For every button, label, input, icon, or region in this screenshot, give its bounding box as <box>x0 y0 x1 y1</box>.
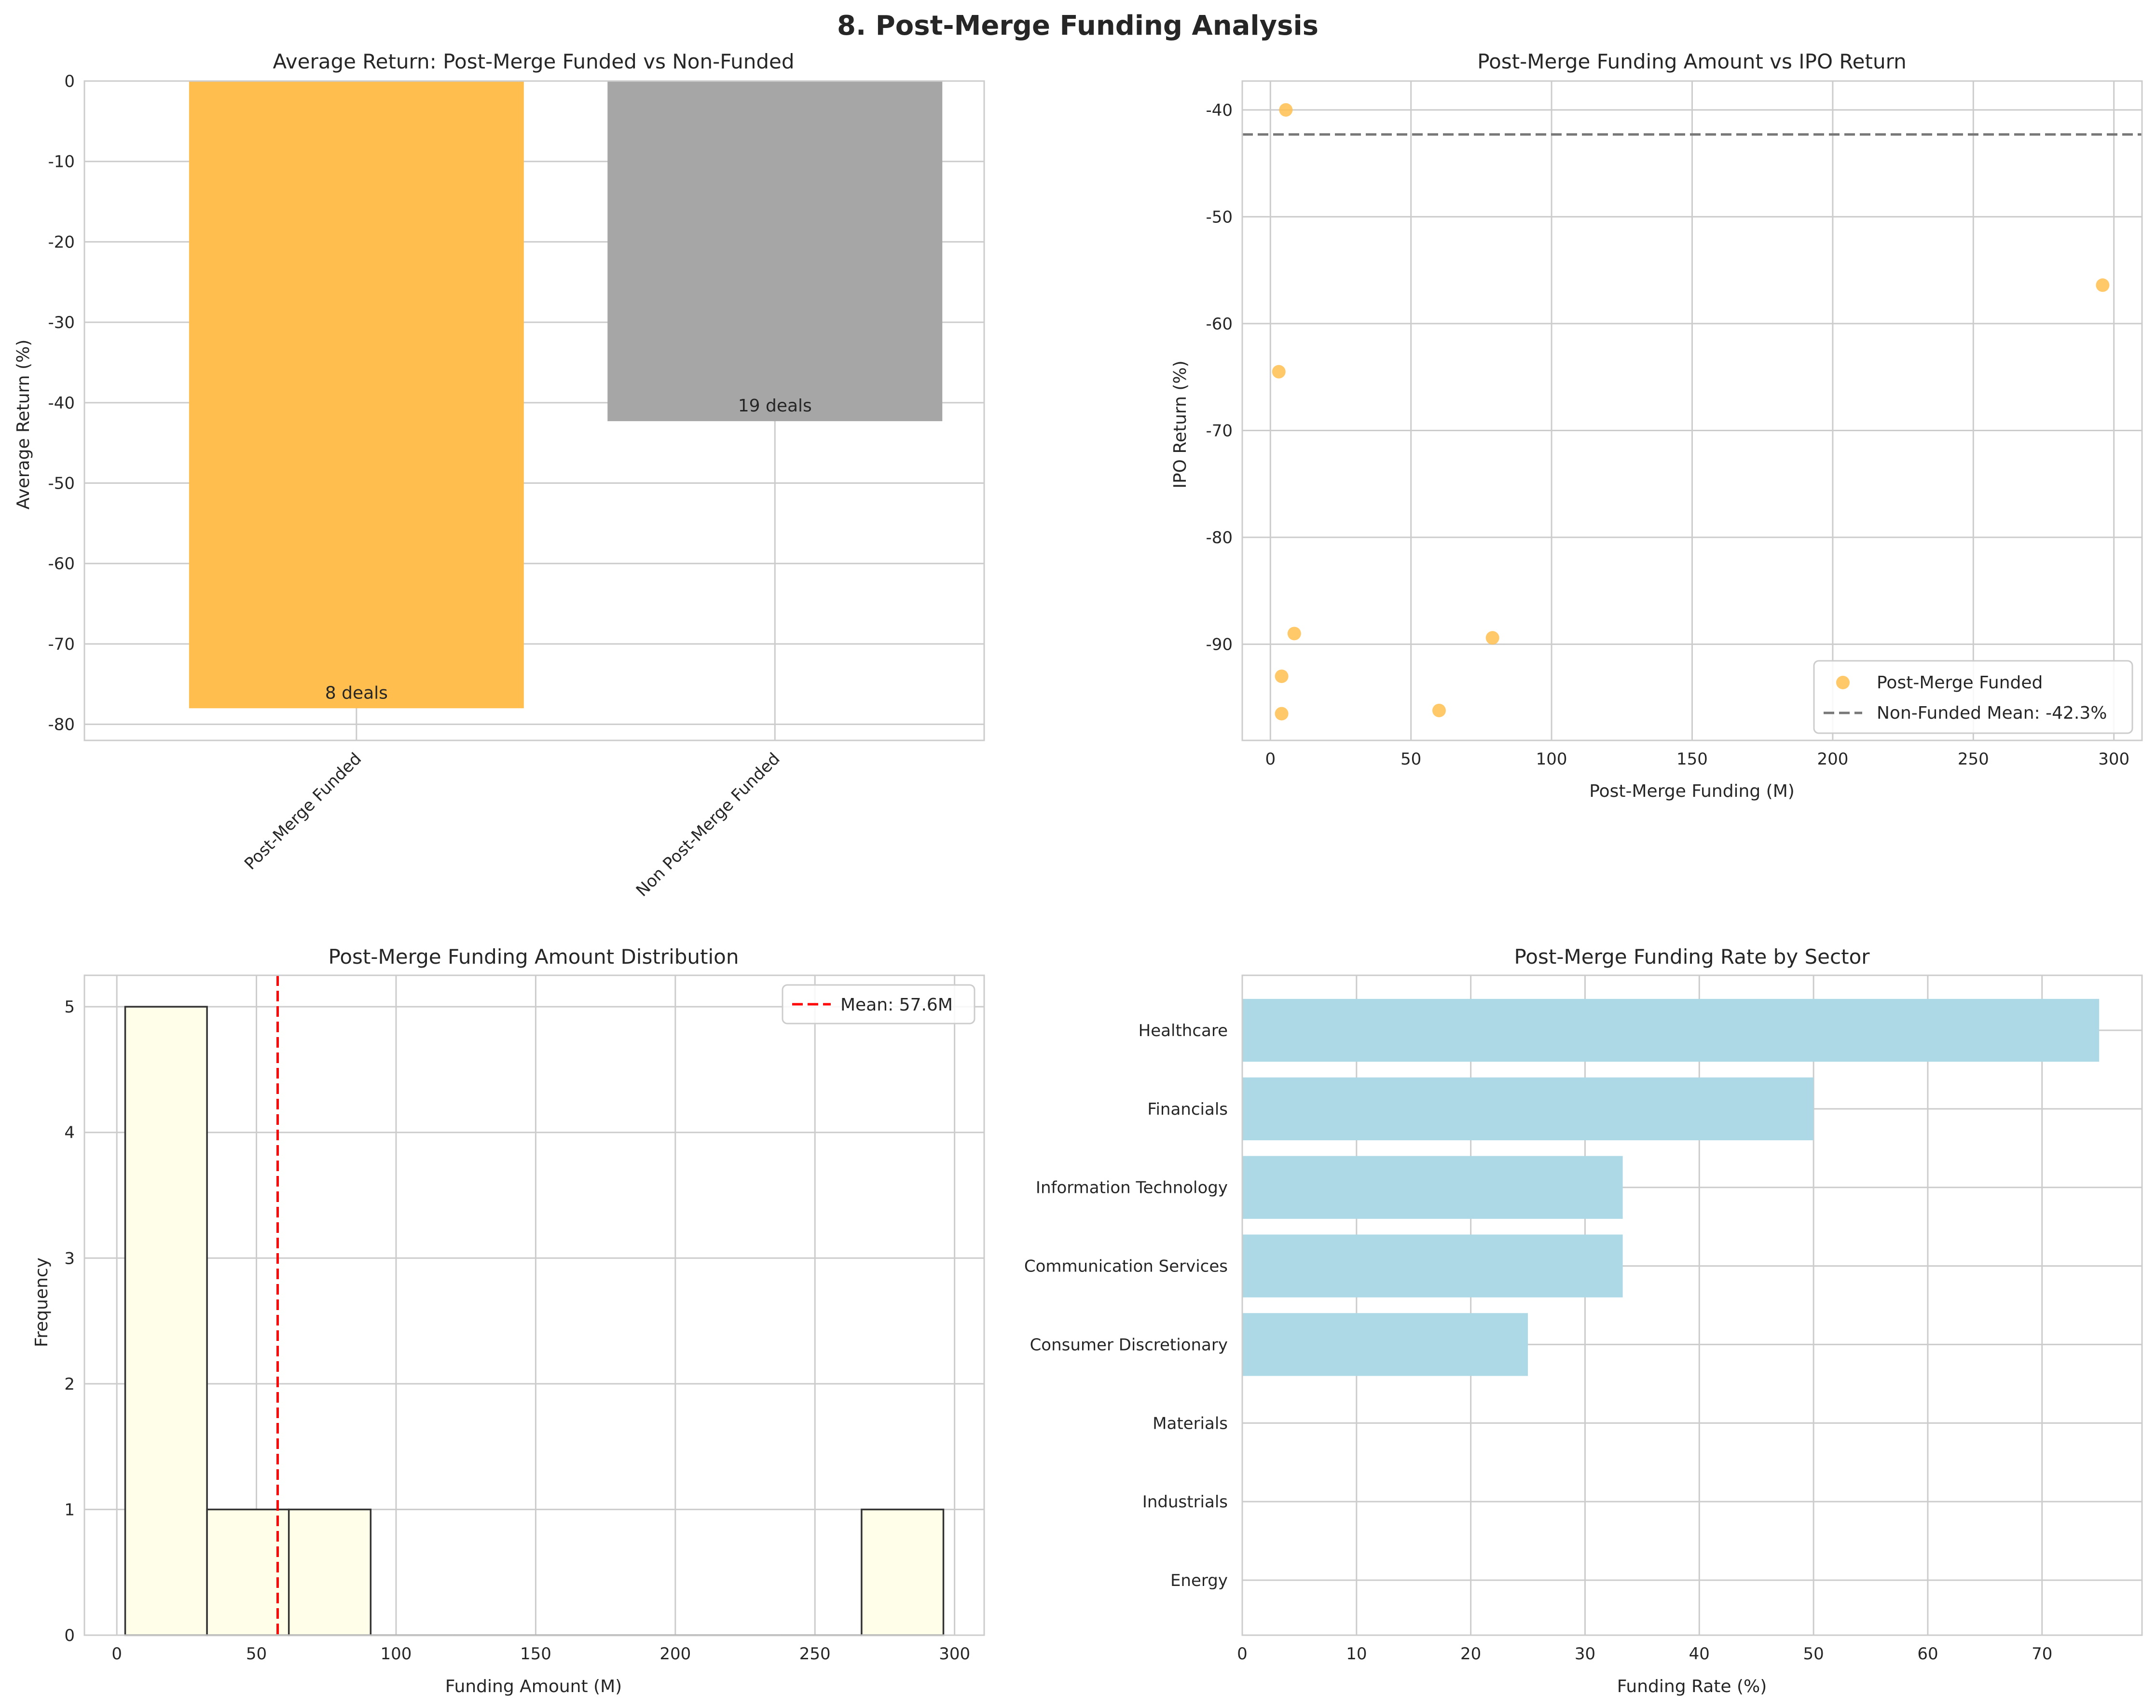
funding-vs-return-point <box>1485 631 1499 645</box>
sector-rate-bar <box>1242 1156 1623 1219</box>
funding-vs-return-ytick: -70 <box>1206 421 1233 440</box>
avg-return-bar-annotation: 8 deals <box>325 683 388 703</box>
sector-rate-xlabel: Funding Rate (%) <box>1617 1677 1767 1696</box>
funding-distribution-bin <box>861 1508 945 1636</box>
funding-distribution-ytick: 1 <box>64 1500 75 1519</box>
avg-return-bar <box>189 81 524 709</box>
avg-return-bar <box>607 81 943 422</box>
sector-rate-xtick: 0 <box>1237 1644 1248 1664</box>
funding-distribution-bin <box>124 1006 208 1636</box>
avg-return-ytick: -20 <box>48 232 75 252</box>
avg-return-title: Average Return: Post-Merge Funded vs Non… <box>273 50 794 73</box>
funding-distribution-ytick: 0 <box>64 1626 75 1645</box>
sector-rate-xtick: 10 <box>1346 1644 1367 1664</box>
funding-vs-return-frame <box>1241 80 2143 741</box>
funding-vs-return-ylabel: IPO Return (%) <box>1170 360 1190 488</box>
sector-rate-bar <box>1242 1234 1623 1298</box>
funding-distribution-xtick: 100 <box>381 1644 412 1664</box>
funding-distribution-xtick: 300 <box>939 1644 970 1664</box>
funding-vs-return-xlabel: Post-Merge Funding (M) <box>1589 781 1795 801</box>
avg-return-ytick: -60 <box>48 554 75 574</box>
funding-vs-return-chart: Post-Merge Funding Amount vs IPO Return … <box>1170 50 2143 801</box>
sector-rate-chart: Post-Merge Funding Rate by Sector Fundin… <box>1024 945 2143 1696</box>
avg-return-ytick: 0 <box>64 72 75 91</box>
funding-vs-return-point <box>1287 627 1301 641</box>
funding-vs-return-point <box>1279 103 1293 117</box>
funding-vs-return-ytick: -40 <box>1206 101 1233 120</box>
avg-return-ytick: -70 <box>48 635 75 654</box>
funding-vs-return-point <box>1432 703 1446 717</box>
sector-rate-bar <box>1242 1313 1528 1376</box>
sector-rate-ytick: Energy <box>1170 1571 1228 1590</box>
funding-vs-return-ytick: -50 <box>1206 207 1233 227</box>
sector-rate-ytick: Information Technology <box>1036 1178 1228 1198</box>
legend-funded-marker <box>1836 676 1850 689</box>
avg-return-ytick: -30 <box>48 313 75 332</box>
funding-distribution-bin <box>288 1508 372 1636</box>
sector-rate-ytick: Consumer Discretionary <box>1030 1335 1228 1354</box>
funding-vs-return-ytick: -80 <box>1206 528 1233 547</box>
funding-distribution-ytick: 3 <box>64 1249 75 1268</box>
sector-rate-ytick: Healthcare <box>1139 1021 1228 1040</box>
avg-return-bar-annotation: 19 deals <box>738 396 812 416</box>
funding-distribution-xtick: 50 <box>246 1644 267 1664</box>
funding-vs-return-xtick: 150 <box>1676 750 1708 769</box>
funding-vs-return-xtick: 200 <box>1817 750 1848 769</box>
sector-rate-title: Post-Merge Funding Rate by Sector <box>1514 945 1870 969</box>
legend-funded-label: Post-Merge Funded <box>1877 673 2043 693</box>
avg-return-ylabel: Average Return (%) <box>14 340 33 509</box>
funding-distribution-ylabel: Frequency <box>32 1257 52 1347</box>
funding-distribution-bin <box>206 1508 290 1636</box>
legend-mean-label: Non-Funded Mean: -42.3% <box>1877 703 2107 723</box>
sector-rate-ytick: Materials <box>1153 1414 1228 1433</box>
avg-return-ytick: -80 <box>48 715 75 735</box>
funding-vs-return-point <box>1275 707 1289 721</box>
funding-vs-return-point <box>2096 278 2110 292</box>
funding-distribution-xtick: 150 <box>520 1644 551 1664</box>
legend-mean-funding-label: Mean: 57.6M <box>840 995 953 1015</box>
funding-distribution-ytick: 4 <box>64 1123 75 1143</box>
figure-title: 8. Post-Merge Funding Analysis <box>837 10 1318 41</box>
funding-vs-return-xtick: 0 <box>1265 750 1276 769</box>
avg-return-ytick: -50 <box>48 474 75 493</box>
sector-rate-ytick: Industrials <box>1142 1492 1228 1512</box>
avg-return-ytick: -40 <box>48 394 75 413</box>
sector-rate-xtick: 70 <box>2032 1644 2052 1664</box>
sector-rate-bar <box>1242 1077 1814 1140</box>
funding-vs-return-ytick: -90 <box>1206 635 1233 655</box>
funding-vs-return-xtick: 100 <box>1536 750 1567 769</box>
sector-rate-xtick: 30 <box>1575 1644 1595 1664</box>
sector-rate-xtick: 60 <box>1917 1644 1938 1664</box>
funding-vs-return-point <box>1272 365 1286 379</box>
funding-distribution-frame <box>83 974 985 1636</box>
funding-distribution-title: Post-Merge Funding Amount Distribution <box>329 945 739 969</box>
funding-distribution-chart: Post-Merge Funding Amount Distribution F… <box>32 945 985 1696</box>
funding-vs-return-title: Post-Merge Funding Amount vs IPO Return <box>1477 50 1907 73</box>
funding-distribution-xtick: 0 <box>111 1644 122 1664</box>
funding-vs-return-xtick: 300 <box>2098 750 2129 769</box>
sector-rate-frame <box>1241 974 2143 1636</box>
funding-distribution-xtick: 250 <box>799 1644 831 1664</box>
funding-vs-return-xtick: 50 <box>1401 750 1421 769</box>
sector-rate-ytick: Financials <box>1147 1100 1228 1119</box>
sector-rate-xtick: 20 <box>1460 1644 1481 1664</box>
avg-return-frame <box>83 80 985 741</box>
funding-distribution-legend <box>782 984 975 1025</box>
funding-vs-return-ytick: -60 <box>1206 314 1233 334</box>
sector-rate-xtick: 40 <box>1689 1644 1710 1664</box>
funding-distribution-xtick: 200 <box>659 1644 691 1664</box>
funding-distribution-ytick: 2 <box>64 1375 75 1394</box>
sector-rate-xtick: 50 <box>1803 1644 1824 1664</box>
funding-vs-return-legend <box>1813 660 2133 734</box>
funding-vs-return-point <box>1275 670 1289 683</box>
sector-rate-bar <box>1242 998 2100 1062</box>
sector-rate-ytick: Communication Services <box>1024 1257 1228 1276</box>
avg-return-ytick: -10 <box>48 152 75 172</box>
funding-vs-return-xtick: 250 <box>1958 750 1989 769</box>
funding-distribution-ytick: 5 <box>64 997 75 1017</box>
funding-distribution-xlabel: Funding Amount (M) <box>445 1677 622 1696</box>
